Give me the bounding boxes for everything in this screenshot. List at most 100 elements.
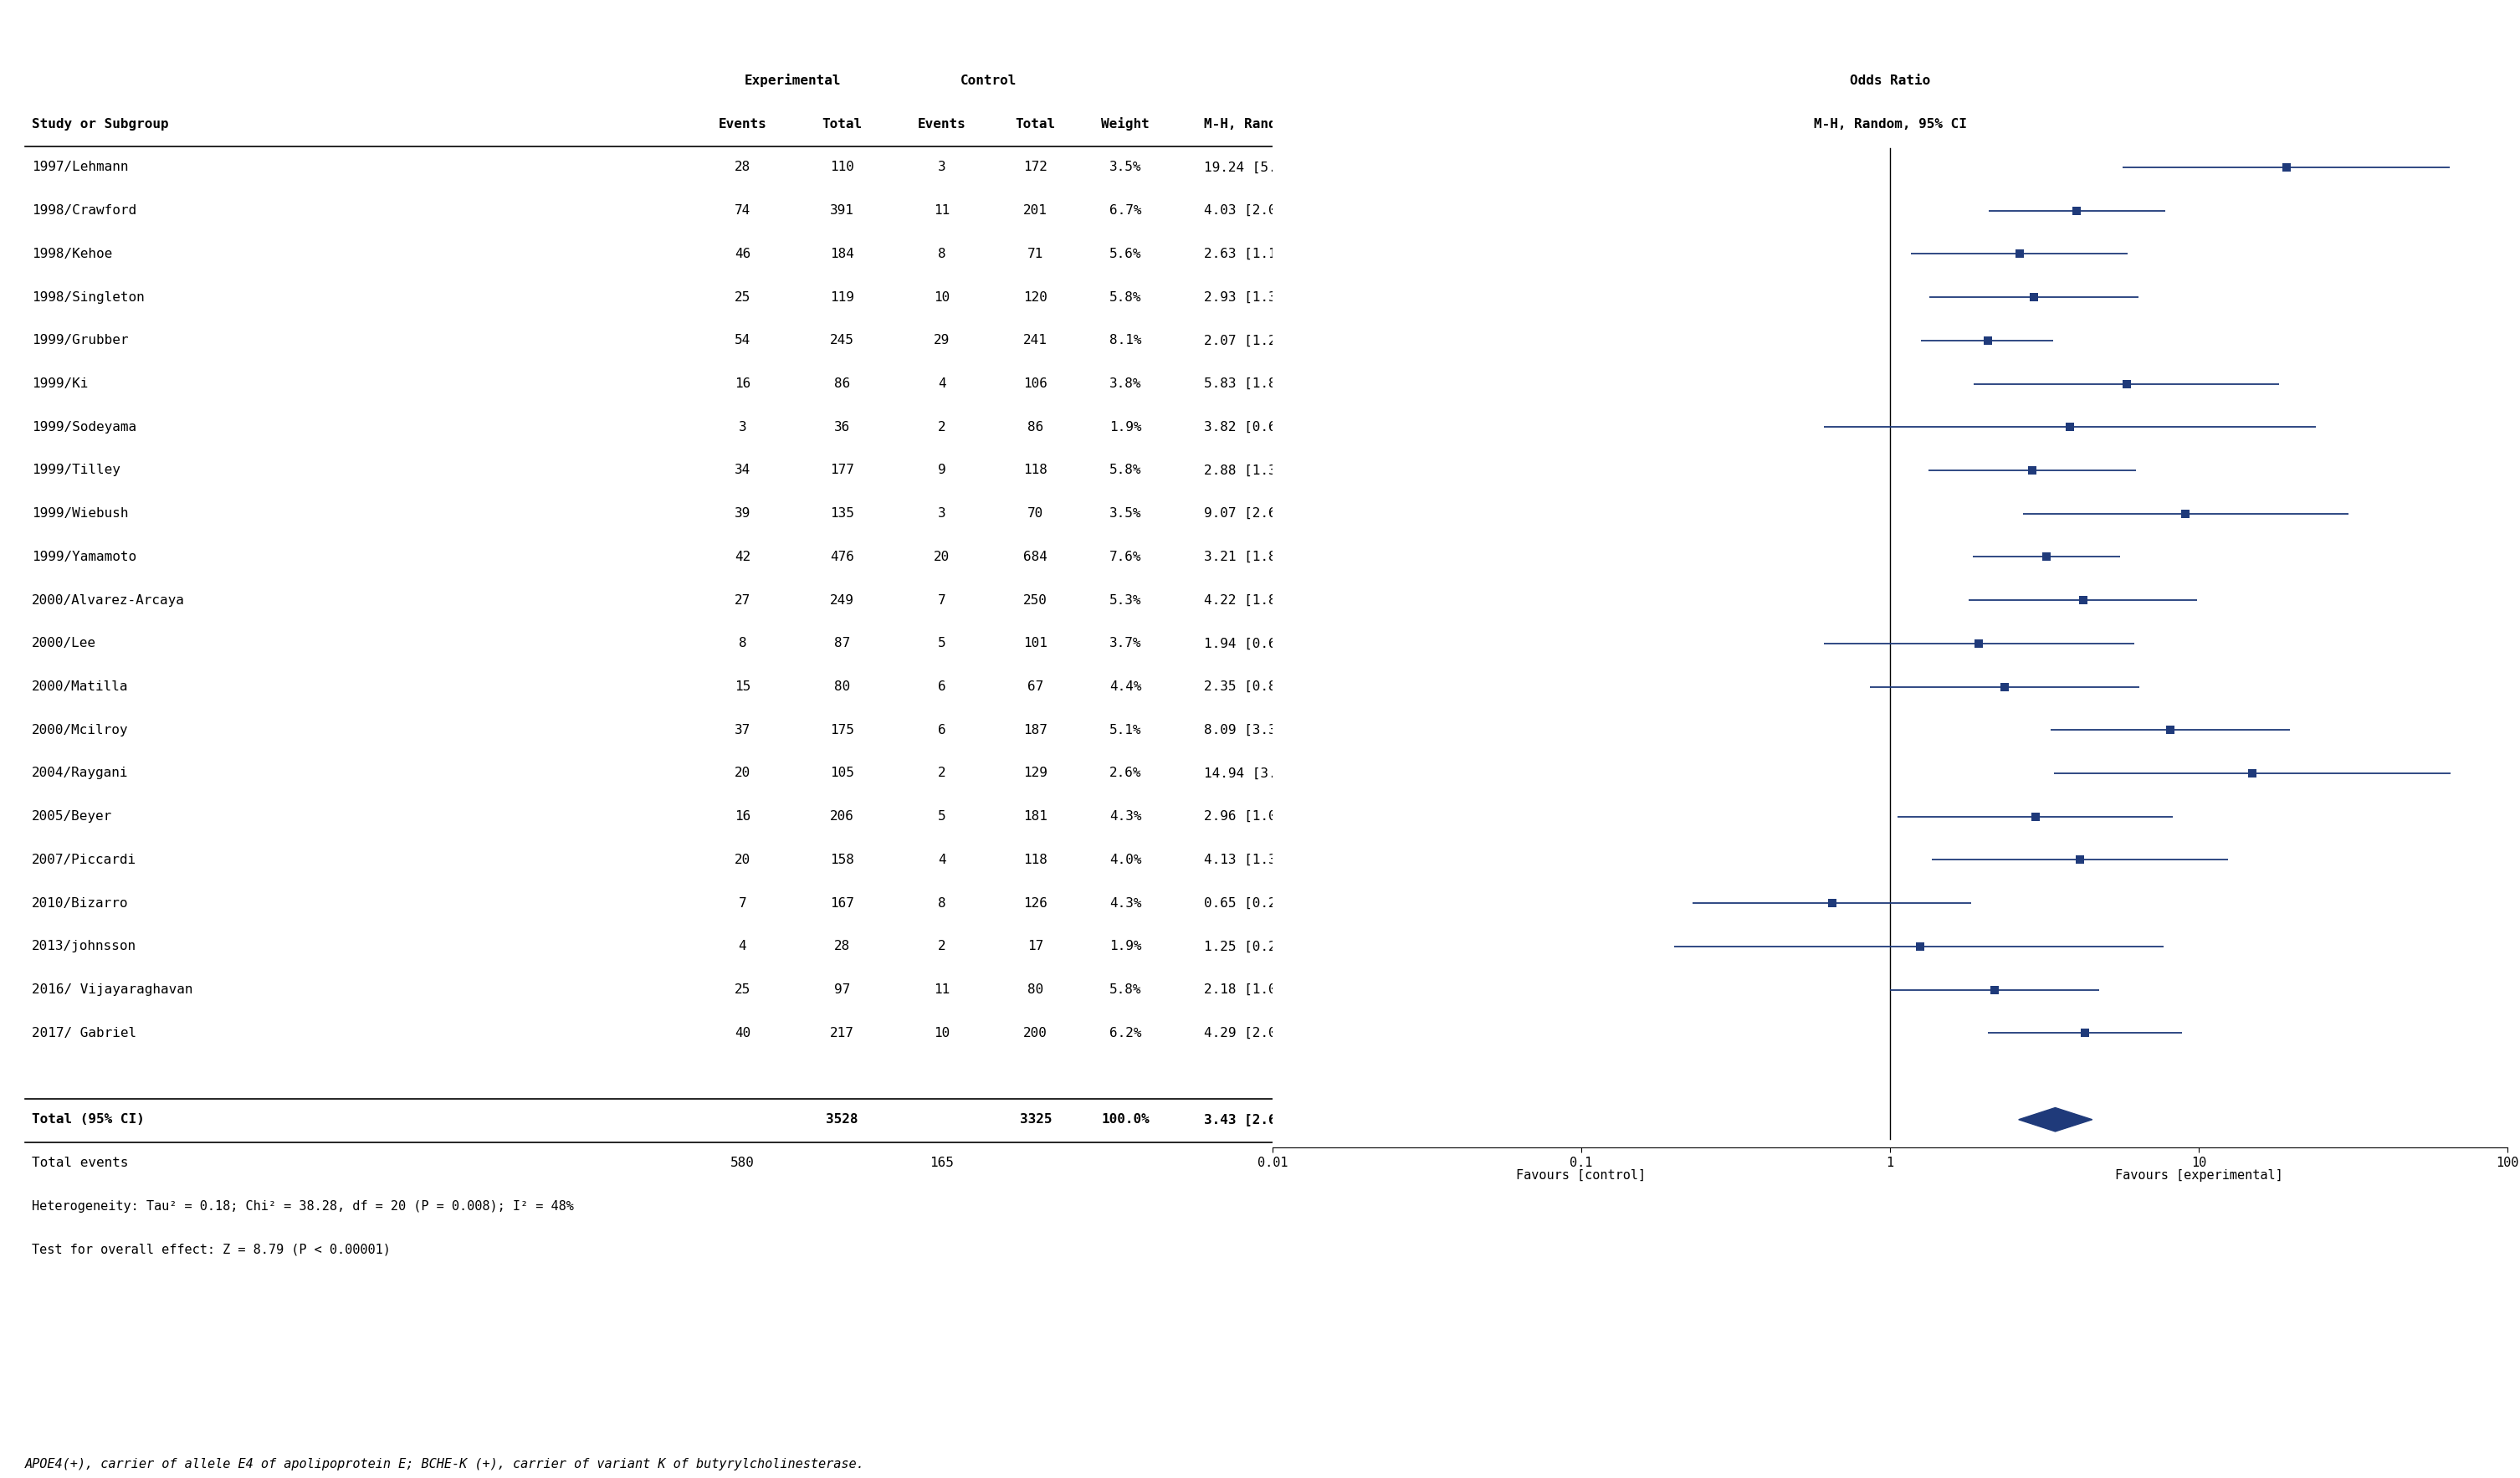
Text: 1999/Ki: 1999/Ki: [30, 377, 88, 390]
Text: 1999/Yamamoto: 1999/Yamamoto: [30, 551, 136, 563]
Text: 5: 5: [937, 810, 945, 823]
Text: 580: 580: [731, 1157, 753, 1169]
Text: 20: 20: [733, 854, 751, 866]
Text: 129: 129: [1023, 767, 1048, 779]
Text: 37: 37: [733, 724, 751, 736]
Text: 110: 110: [829, 161, 854, 173]
Text: 80: 80: [1028, 983, 1043, 996]
Text: 172: 172: [1023, 161, 1048, 173]
Text: 2005/Beyer: 2005/Beyer: [30, 810, 111, 823]
Text: 2013/johnsson: 2013/johnsson: [30, 940, 136, 953]
Text: 4.03 [2.09, 7.79]: 4.03 [2.09, 7.79]: [1205, 204, 1341, 217]
Text: 46: 46: [733, 248, 751, 260]
Text: Total events: Total events: [30, 1157, 129, 1169]
Text: 7: 7: [937, 594, 945, 606]
Text: 2007/Piccardi: 2007/Piccardi: [30, 854, 136, 866]
Text: 5: 5: [937, 637, 945, 650]
Text: 175: 175: [829, 724, 854, 736]
Text: Events: Events: [718, 118, 766, 130]
Text: 2.6%: 2.6%: [1109, 767, 1142, 779]
Text: 101: 101: [1023, 637, 1048, 650]
Text: 2016/ Vijayaraghavan: 2016/ Vijayaraghavan: [30, 983, 192, 996]
Text: 1999/Tilley: 1999/Tilley: [30, 464, 121, 476]
Polygon shape: [2019, 1107, 2092, 1132]
Text: 6: 6: [937, 724, 945, 736]
Text: 3528: 3528: [827, 1113, 859, 1126]
Text: M-H, Random, 95% CI: M-H, Random, 95% CI: [1814, 118, 1966, 130]
Text: Experimental: Experimental: [743, 74, 842, 87]
Text: 9: 9: [937, 464, 945, 476]
Text: Events: Events: [917, 118, 965, 130]
Text: 2000/Lee: 2000/Lee: [30, 637, 96, 650]
Text: M-H, Random, 95% CI: M-H, Random, 95% CI: [1205, 118, 1356, 130]
Text: 3.8%: 3.8%: [1109, 377, 1142, 390]
Text: 119: 119: [829, 291, 854, 303]
Text: 14.94 [3.40, 65.59]: 14.94 [3.40, 65.59]: [1205, 767, 1356, 779]
Text: 36: 36: [834, 421, 849, 433]
Text: Favours [experimental]: Favours [experimental]: [2114, 1169, 2283, 1182]
Text: 40: 40: [733, 1027, 751, 1039]
Text: 34: 34: [733, 464, 751, 476]
Text: 3325: 3325: [1021, 1113, 1051, 1126]
Text: 184: 184: [829, 248, 854, 260]
Text: 6: 6: [937, 680, 945, 693]
Text: 67: 67: [1028, 680, 1043, 693]
Text: 10: 10: [935, 1027, 950, 1039]
Text: 27: 27: [733, 594, 751, 606]
Text: 3.21 [1.86, 5.55]: 3.21 [1.86, 5.55]: [1205, 551, 1341, 563]
Text: 158: 158: [829, 854, 854, 866]
Text: 106: 106: [1023, 377, 1048, 390]
Text: 4.22 [1.80, 9.89]: 4.22 [1.80, 9.89]: [1205, 594, 1341, 606]
Text: 2: 2: [937, 767, 945, 779]
Text: 25: 25: [733, 291, 751, 303]
Text: 249: 249: [829, 594, 854, 606]
Text: 1999/Grubber: 1999/Grubber: [30, 334, 129, 347]
Text: Heterogeneity: Tau² = 0.18; Chi² = 38.28, df = 20 (P = 0.008); I² = 48%: Heterogeneity: Tau² = 0.18; Chi² = 38.28…: [30, 1200, 575, 1212]
Text: 8: 8: [937, 248, 945, 260]
Text: 7: 7: [738, 897, 746, 909]
Text: 2000/Matilla: 2000/Matilla: [30, 680, 129, 693]
Text: 245: 245: [829, 334, 854, 347]
Text: 2.07 [1.26, 3.38]: 2.07 [1.26, 3.38]: [1205, 334, 1341, 347]
Text: 5.8%: 5.8%: [1109, 291, 1142, 303]
Text: 120: 120: [1023, 291, 1048, 303]
Text: 250: 250: [1023, 594, 1048, 606]
Text: 4.3%: 4.3%: [1109, 897, 1142, 909]
Text: 187: 187: [1023, 724, 1048, 736]
Text: 29: 29: [935, 334, 950, 347]
Text: 2004/Raygani: 2004/Raygani: [30, 767, 129, 779]
Text: Total: Total: [822, 118, 862, 130]
Text: 206: 206: [829, 810, 854, 823]
Text: 87: 87: [834, 637, 849, 650]
Text: 126: 126: [1023, 897, 1048, 909]
Text: 1998/Crawford: 1998/Crawford: [30, 204, 136, 217]
Text: 3: 3: [937, 161, 945, 173]
Text: 5.1%: 5.1%: [1109, 724, 1142, 736]
Text: 16: 16: [733, 377, 751, 390]
Text: 11: 11: [935, 983, 950, 996]
Text: 1997/Lehmann: 1997/Lehmann: [30, 161, 129, 173]
Text: 4: 4: [738, 940, 746, 953]
Text: Odds Ratio: Odds Ratio: [1850, 74, 1930, 87]
Text: 17: 17: [1028, 940, 1043, 953]
Text: 8: 8: [937, 897, 945, 909]
Text: 7.6%: 7.6%: [1109, 551, 1142, 563]
Text: 165: 165: [930, 1157, 955, 1169]
Text: 3: 3: [738, 421, 746, 433]
Text: 8.1%: 8.1%: [1109, 334, 1142, 347]
Text: Weight: Weight: [1101, 117, 1149, 130]
Text: Control: Control: [960, 74, 1018, 87]
Text: 2000/Alvarez-Arcaya: 2000/Alvarez-Arcaya: [30, 594, 184, 606]
Text: Study or Subgroup: Study or Subgroup: [30, 118, 169, 130]
Text: 3.82 [0.61, 23.90]: 3.82 [0.61, 23.90]: [1205, 421, 1348, 433]
Text: 1999/Sodeyama: 1999/Sodeyama: [30, 421, 136, 433]
Text: 74: 74: [733, 204, 751, 217]
Text: 25: 25: [733, 983, 751, 996]
Text: 3.5%: 3.5%: [1109, 507, 1142, 520]
Text: 3: 3: [937, 507, 945, 520]
Text: APOE4(+), carrier of allele E4 of apolipoprotein E; BCHE-K (+), carrier of varia: APOE4(+), carrier of allele E4 of apolip…: [25, 1459, 864, 1471]
Text: 9.07 [2.69, 30.58]: 9.07 [2.69, 30.58]: [1205, 507, 1348, 520]
Text: 118: 118: [1023, 854, 1048, 866]
Text: 6.2%: 6.2%: [1109, 1027, 1142, 1039]
Text: Favours [control]: Favours [control]: [1517, 1169, 1646, 1182]
